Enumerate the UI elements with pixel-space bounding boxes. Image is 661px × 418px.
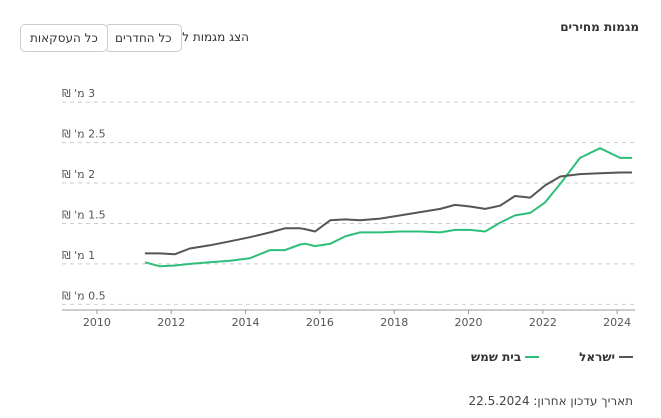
x-tick-label: 2016: [306, 316, 334, 329]
x-tick-label: 2012: [157, 316, 185, 329]
legend-swatch: [619, 356, 633, 358]
series-line: [144, 171, 632, 256]
series-line: [144, 147, 632, 268]
legend-swatch: [525, 356, 540, 358]
legend-item: ישראל: [579, 350, 633, 364]
y-tick-label: 2.5 מ' ₪: [62, 128, 106, 141]
x-tick-label: 2010: [83, 316, 111, 329]
filter-label: הצג מגמות ל:: [178, 30, 249, 44]
y-tick-label: 3 מ' ₪: [62, 87, 95, 100]
x-tick-label: 2022: [529, 316, 557, 329]
rooms-button[interactable]: כל החדרים: [105, 24, 182, 52]
x-tick-label: 2024: [603, 316, 631, 329]
y-tick-label: 1.5 מ' ₪: [62, 208, 106, 221]
x-tick-label: 2018: [380, 316, 408, 329]
y-tick-label: 0.5 מ' ₪: [62, 289, 106, 302]
footer: תאריך עדכון אחרון: 22.5.2024: [468, 394, 634, 408]
legend-label: בית שמש: [471, 350, 522, 364]
y-tick-label: 1 מ' ₪: [62, 249, 95, 262]
legend-item: בית שמש: [471, 350, 540, 364]
legend: בית שמש ישראל: [471, 350, 633, 364]
x-tick-label: 2020: [455, 316, 483, 329]
x-tick-label: 2014: [232, 316, 260, 329]
y-tick-label: 2 מ' ₪: [62, 168, 95, 181]
title: מגמות מחירים: [560, 20, 639, 34]
legend-label: ישראל: [579, 350, 615, 364]
deals-button[interactable]: כל העסקאות: [20, 24, 108, 52]
